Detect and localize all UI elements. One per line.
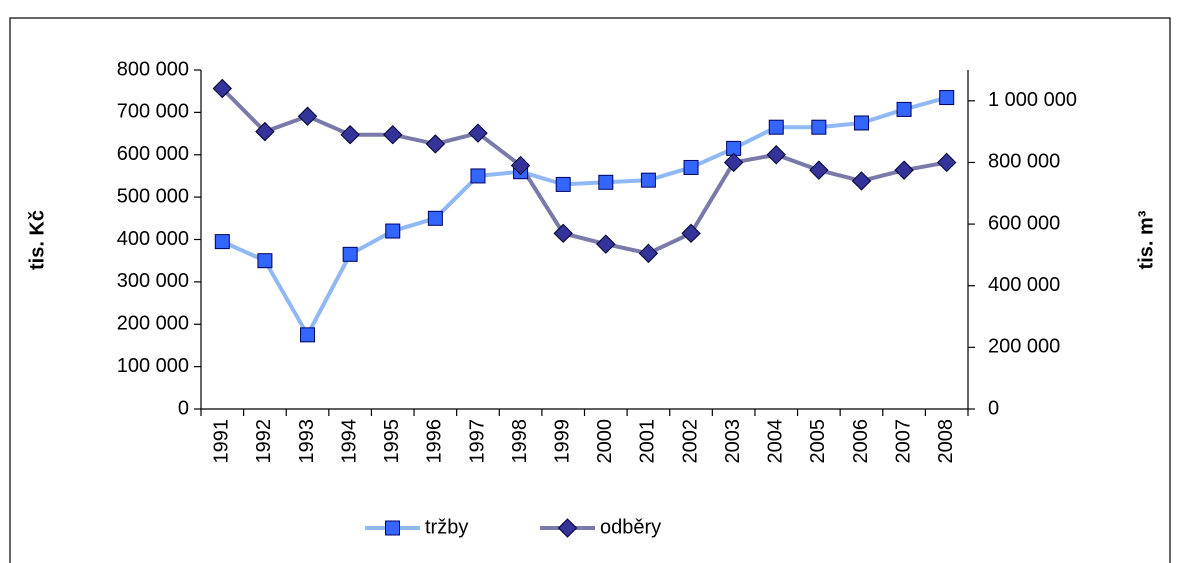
x-tick-label: 2003 <box>722 419 744 464</box>
chart-border <box>9 17 1171 563</box>
point <box>596 234 616 254</box>
x-tick-label: 1996 <box>424 419 446 464</box>
x-tick-label: 2001 <box>637 419 659 464</box>
x-tick-label: 1997 <box>466 419 488 464</box>
x-tick-label: 2008 <box>935 419 957 464</box>
y2-tick-label: 400 000 <box>988 274 1060 296</box>
point <box>853 115 869 131</box>
x-tick-label: 2005 <box>807 419 829 464</box>
point <box>766 145 786 165</box>
point <box>809 160 829 180</box>
point <box>768 119 784 135</box>
x-tick-label: 1991 <box>211 419 233 464</box>
point <box>939 90 955 106</box>
x-tick-label: 1995 <box>381 419 403 464</box>
legend-label: tržby <box>425 516 468 538</box>
point <box>468 123 488 143</box>
point <box>683 159 699 175</box>
y-tick-label: 100 000 <box>117 355 189 377</box>
point <box>342 246 358 262</box>
point <box>896 101 912 117</box>
point <box>681 223 701 244</box>
x-tick-label: 2006 <box>850 419 872 464</box>
point <box>555 176 571 192</box>
y-tick-label: 600 000 <box>117 143 189 165</box>
x-tick-label: 2004 <box>765 419 787 464</box>
point <box>214 234 230 250</box>
y2-tick-label: 200 000 <box>988 336 1060 358</box>
point <box>553 223 573 244</box>
point <box>257 253 273 269</box>
y2-tick-label: 800 000 <box>988 151 1060 173</box>
y2-tick-label: 600 000 <box>988 212 1060 234</box>
x-tick-label: 1994 <box>338 419 360 464</box>
point <box>297 106 318 126</box>
y-tick-label: 700 000 <box>117 101 189 123</box>
point <box>811 119 827 135</box>
y-axis-label: tis. Kč <box>26 210 48 270</box>
y2-tick-label: 1 000 000 <box>988 89 1077 111</box>
point <box>894 160 914 180</box>
point <box>425 134 446 154</box>
point <box>383 125 403 145</box>
y2-tick-label: 0 <box>988 397 999 419</box>
x-tick-label: 1992 <box>253 419 275 464</box>
y-tick-label: 0 <box>178 397 189 419</box>
x-tick-label: 2000 <box>594 419 616 464</box>
point <box>385 223 401 239</box>
y-tick-label: 800 000 <box>117 58 189 80</box>
point <box>470 168 486 184</box>
point <box>638 243 659 264</box>
point <box>340 125 360 145</box>
y-tick-label: 500 000 <box>117 185 189 207</box>
point <box>212 78 233 99</box>
y-tick-label: 200 000 <box>117 313 189 335</box>
x-tick-label: 2007 <box>892 419 914 464</box>
point <box>427 210 443 226</box>
point <box>510 155 531 176</box>
point <box>851 171 872 191</box>
y-tick-label: 300 000 <box>117 270 189 292</box>
legend-marker <box>385 520 400 536</box>
y2-axis-label: tis. m³ <box>1135 210 1157 269</box>
point <box>936 152 957 173</box>
point <box>640 172 656 188</box>
x-tick-label: 1999 <box>551 419 573 464</box>
y-tick-label: 400 000 <box>117 228 189 250</box>
x-tick-label: 1993 <box>296 419 318 464</box>
point <box>598 174 614 190</box>
legend-marker <box>557 518 578 538</box>
x-tick-label: 2002 <box>679 419 701 464</box>
point <box>723 152 744 173</box>
legend-label: odběry <box>600 516 661 538</box>
point <box>255 121 275 142</box>
point <box>300 327 316 343</box>
x-tick-label: 1998 <box>509 419 531 464</box>
